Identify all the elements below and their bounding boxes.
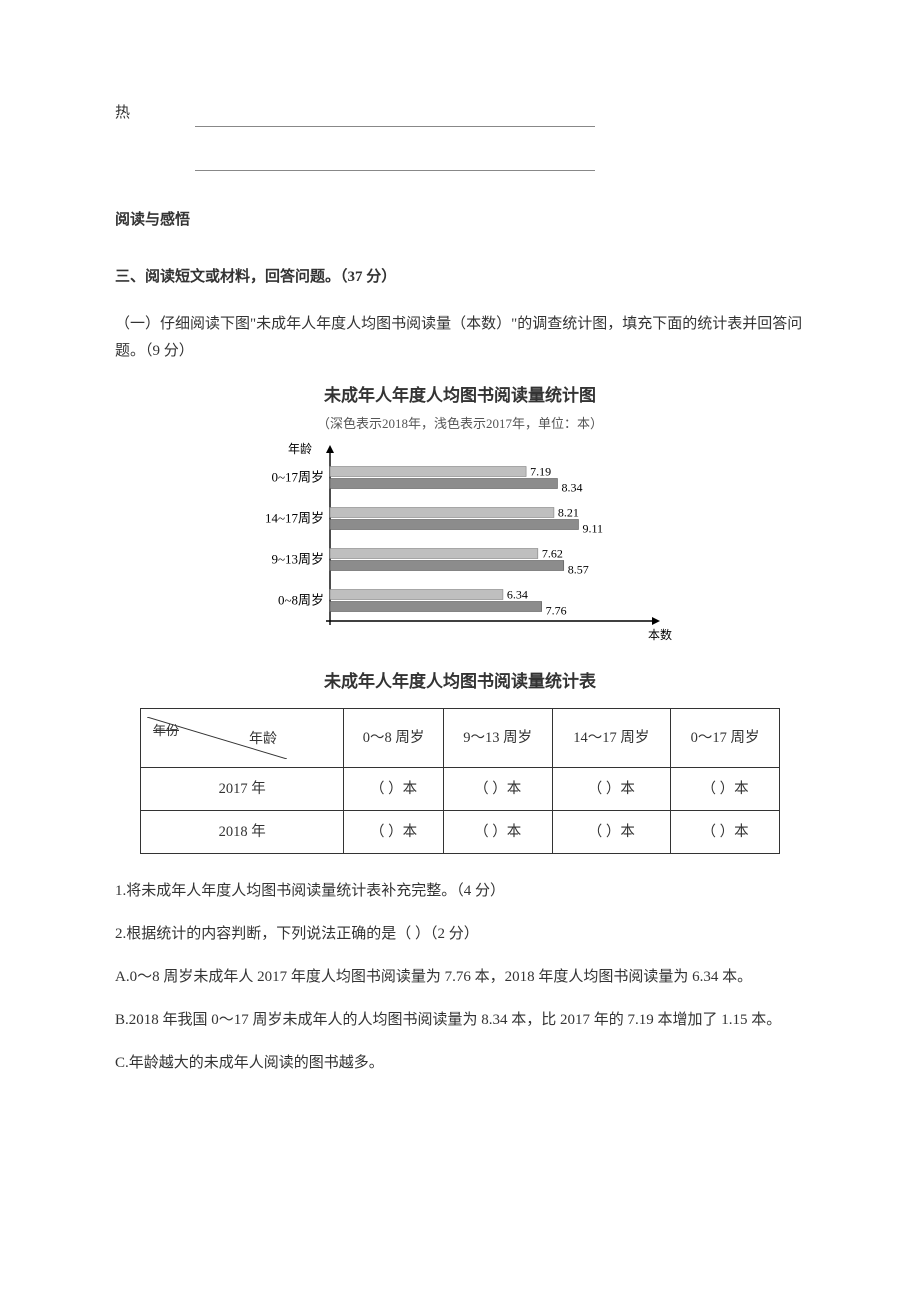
row-label-1: 2018 年 xyxy=(141,810,344,853)
cell-1-0[interactable]: （ ）本 xyxy=(344,810,443,853)
bar-chart: 年龄本数 0~17周岁 7.19 8.34 14~17周岁 8.219.11 9~13周岁 7… xyxy=(240,439,680,649)
table-title: 未成年人年度人均图书阅读量统计表 xyxy=(115,667,805,698)
col-header-3: 0～17 周岁 xyxy=(671,708,780,767)
cell-1-3[interactable]: （ ）本 xyxy=(671,810,780,853)
cell-0-3[interactable]: （ ）本 xyxy=(671,767,780,810)
svg-text:8.34: 8.34 xyxy=(561,480,582,494)
cell-1-1[interactable]: （ ）本 xyxy=(443,810,552,853)
svg-text:0~17周岁: 0~17周岁 xyxy=(271,469,324,484)
chart-subtitle: （深色表示2018年，浅色表示2017年，单位：本） xyxy=(115,412,805,435)
option-a: A.0～8 周岁未成年人 2017 年度人均图书阅读量为 7.76 本，2018… xyxy=(115,964,805,991)
table-row: 2017 年 （ ）本 （ ）本 （ ）本 （ ）本 xyxy=(141,767,780,810)
cell-0-1[interactable]: （ ）本 xyxy=(443,767,552,810)
col-header-2: 14～17 周岁 xyxy=(552,708,671,767)
option-c: C.年龄越大的未成年人阅读的图书越多。 xyxy=(115,1050,805,1077)
chart-container: 未成年人年度人均图书阅读量统计图 （深色表示2018年，浅色表示2017年，单位… xyxy=(115,381,805,649)
question-3-intro: （一）仔细阅读下图"未成年人年度人均图书阅读量（本数）"的调查统计图，填充下面的… xyxy=(115,311,805,365)
svg-text:本数: 本数 xyxy=(648,627,672,642)
fill-line-1: 热 xyxy=(115,100,805,127)
svg-text:9~13周岁: 9~13周岁 xyxy=(271,551,324,566)
col-header-1: 9～13 周岁 xyxy=(443,708,552,767)
corner-top-label: 年份 xyxy=(153,719,179,742)
chart-title: 未成年人年度人均图书阅读量统计图 xyxy=(115,381,805,412)
question-3-heading: 三、阅读短文或材料，回答问题。（37 分） xyxy=(115,264,805,291)
section-reading-title: 阅读与感悟 xyxy=(115,207,805,234)
cell-1-2[interactable]: （ ）本 xyxy=(552,810,671,853)
svg-text:7.76: 7.76 xyxy=(546,603,567,617)
blank-line-1[interactable] xyxy=(195,111,595,127)
svg-text:年龄: 年龄 xyxy=(288,442,312,456)
svg-text:14~17周岁: 14~17周岁 xyxy=(265,510,324,525)
col-header-0: 0～8 周岁 xyxy=(344,708,443,767)
svg-text:8.57: 8.57 xyxy=(568,562,589,576)
svg-text:0~8周岁: 0~8周岁 xyxy=(278,592,324,607)
svg-text:9.11: 9.11 xyxy=(582,521,603,535)
svg-text:8.21: 8.21 xyxy=(558,505,579,519)
blank-line-2[interactable] xyxy=(195,155,595,171)
table-row: 2018 年 （ ）本 （ ）本 （ ）本 （ ）本 xyxy=(141,810,780,853)
svg-text:7.19: 7.19 xyxy=(530,464,551,478)
cell-0-0[interactable]: （ ）本 xyxy=(344,767,443,810)
option-b: B.2018 年我国 0～17 周岁未成年人的人均图书阅读量为 8.34 本，比… xyxy=(115,1007,805,1034)
fill-line-2 xyxy=(115,155,805,171)
svg-text:6.34: 6.34 xyxy=(507,587,528,601)
sub-question-2: 2.根据统计的内容判断，下列说法正确的是（ ）（2 分） xyxy=(115,921,805,948)
sub-question-1: 1.将未成年人年度人均图书阅读量统计表补充完整。（4 分） xyxy=(115,878,805,905)
cell-0-2[interactable]: （ ）本 xyxy=(552,767,671,810)
reading-table: 年份 年龄 0～8 周岁 9～13 周岁 14～17 周岁 0～17 周岁 20… xyxy=(140,708,780,854)
fill-prefix: 热 xyxy=(115,100,195,127)
row-label-0: 2017 年 xyxy=(141,767,344,810)
corner-right-label: 年龄 xyxy=(249,727,277,752)
svg-text:7.62: 7.62 xyxy=(542,546,563,560)
table-corner-cell: 年份 年龄 xyxy=(141,708,344,767)
